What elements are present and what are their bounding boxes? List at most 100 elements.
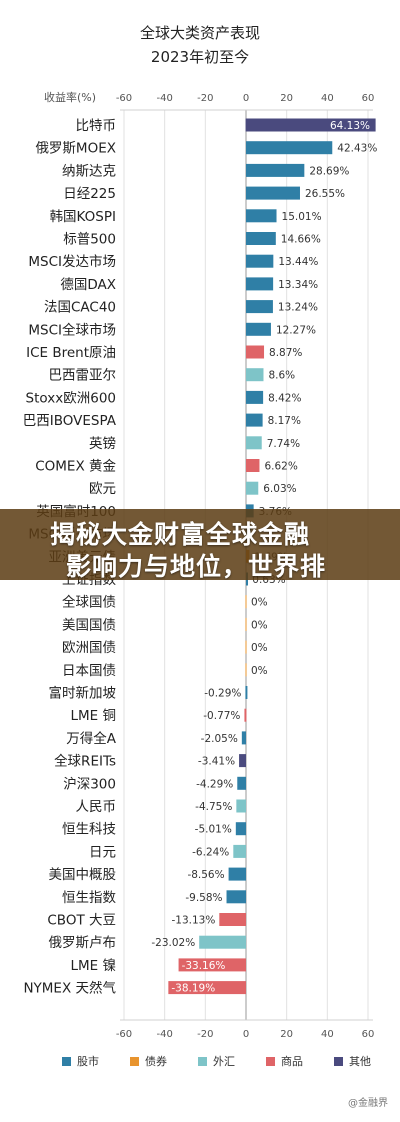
value-label: -13.13% xyxy=(171,915,215,927)
bar xyxy=(237,776,246,790)
headline-banner: 揭秘大金财富全球金融 影响力与地位，世界排 xyxy=(0,509,400,580)
value-label: 0% xyxy=(251,642,268,654)
bars: 比特币 64.13% 俄罗斯MOEX 42.43% 纳斯达克 28.69% 日经225 26.… xyxy=(23,118,378,997)
bar xyxy=(244,708,247,722)
bar xyxy=(246,254,274,268)
bottom-axis-ticks: -60 -40 -20 0 20 40 60 xyxy=(116,1029,375,1040)
legend-label: 外汇 xyxy=(213,1055,235,1068)
value-label: -23.02% xyxy=(151,937,195,949)
bar-row: CBOT 大豆 -13.13% xyxy=(47,913,246,929)
value-label: 8.6% xyxy=(268,370,295,382)
category-label: 恒生科技 xyxy=(62,822,116,838)
bar-row: LME 铜 -0.77% xyxy=(71,708,247,724)
legend-item: 其他 xyxy=(334,1055,371,1068)
bar-row: 标普500 14.66% xyxy=(63,232,321,248)
value-label: 28.69% xyxy=(309,165,349,177)
bar-row: 德国DAX 13.34% xyxy=(60,277,318,293)
bar xyxy=(178,958,246,972)
value-label: 6.62% xyxy=(264,461,297,473)
legend-swatch xyxy=(198,1057,207,1066)
top-axis-ticks: -60 -40 -20 0 20 40 60 xyxy=(116,93,375,104)
legend-item: 商品 xyxy=(266,1054,303,1068)
category-label: CBOT 大豆 xyxy=(47,913,116,929)
value-label: 14.66% xyxy=(281,234,321,246)
category-label: 万得全A xyxy=(66,730,116,747)
value-label: -2.05% xyxy=(201,733,238,745)
value-label: 8.17% xyxy=(268,415,301,427)
legend: 股市 债券 外汇 商品 其他 xyxy=(62,1054,371,1068)
bar xyxy=(245,663,247,677)
chart-title: 全球大类资产表现 xyxy=(140,24,260,42)
bar xyxy=(246,459,260,472)
top-tick-label: 0 xyxy=(243,93,249,104)
bar xyxy=(246,163,305,177)
value-label: 26.55% xyxy=(305,188,345,200)
bar-row: 人民币 -4.75% xyxy=(76,799,246,815)
bar-row: 韩国KOSPI 15.01% xyxy=(50,209,322,225)
bar xyxy=(228,867,246,881)
category-label: MSCI全球市场 xyxy=(28,321,116,338)
bar-row: Stoxx欧洲600 8.42% xyxy=(26,390,302,406)
category-label: Stoxx欧洲600 xyxy=(26,390,116,406)
bar xyxy=(246,232,276,245)
value-label: -0.29% xyxy=(204,688,241,700)
value-label: -3.41% xyxy=(198,756,235,768)
category-label: 欧元 xyxy=(89,481,116,497)
legend-label: 股市 xyxy=(77,1054,99,1068)
bar-row: 恒生指数 -9.58% xyxy=(62,890,246,906)
bottom-tick-label: -40 xyxy=(156,1029,172,1040)
watermark: @金融界 xyxy=(348,1096,388,1109)
bar xyxy=(246,390,264,404)
legend-swatch xyxy=(334,1057,343,1066)
bar-row: 日本国债 0% xyxy=(62,663,268,679)
value-label: 13.24% xyxy=(278,302,318,314)
bar xyxy=(226,890,246,904)
bar-row: 巴西雷亚尔 8.6% xyxy=(49,368,296,384)
bar-row: 万得全A -2.05% xyxy=(66,730,246,747)
bar xyxy=(246,300,273,314)
value-label: -4.75% xyxy=(195,801,232,813)
bar xyxy=(246,481,259,495)
bar-row: 英镑 7.74% xyxy=(89,435,300,452)
legend-swatch xyxy=(266,1057,275,1066)
legend-label: 其他 xyxy=(349,1055,371,1068)
legend-item: 债券 xyxy=(130,1054,167,1068)
bar-row: 法国CAC40 13.24% xyxy=(44,300,318,316)
category-label: COMEX 黄金 xyxy=(35,459,116,475)
value-label: 0% xyxy=(251,619,268,631)
value-label: -5.01% xyxy=(195,824,232,836)
category-label: 人民币 xyxy=(76,799,117,815)
top-tick-label: -20 xyxy=(197,93,213,104)
category-label: ICE Brent原油 xyxy=(26,345,116,361)
bar xyxy=(245,640,247,654)
category-label: 沪深300 xyxy=(63,776,116,792)
value-label: 0% xyxy=(251,597,268,609)
bar-row: 全球国债 0% xyxy=(62,594,268,611)
bar xyxy=(219,913,246,926)
category-label: 欧洲国债 xyxy=(62,640,116,656)
bar-row: 全球REITs -3.41% xyxy=(54,753,246,770)
value-label: 8.42% xyxy=(268,392,301,404)
bar xyxy=(246,322,271,336)
bottom-tick-label: 0 xyxy=(243,1029,249,1040)
value-label: -6.24% xyxy=(192,846,229,858)
category-label: 恒生指数 xyxy=(62,890,116,906)
bottom-tick-label: -60 xyxy=(116,1029,132,1040)
bar xyxy=(246,141,333,155)
bar xyxy=(245,617,247,631)
axis-header: 收益率(%) xyxy=(44,90,96,104)
category-label: 日元 xyxy=(89,844,116,860)
bottom-tick-label: 20 xyxy=(280,1029,293,1040)
bar-row: NYMEX 天然气 -38.19% xyxy=(23,980,246,997)
category-label: 美国国债 xyxy=(62,617,116,633)
value-label: 12.27% xyxy=(276,324,316,336)
value-label: -33.16% xyxy=(182,960,226,972)
category-label: 美国中概股 xyxy=(49,867,117,883)
bar xyxy=(241,731,246,745)
top-tick-label: -40 xyxy=(156,93,172,104)
category-label: 英镑 xyxy=(89,435,116,452)
category-label: LME 铜 xyxy=(71,708,117,724)
bar xyxy=(246,209,277,223)
value-label: 0% xyxy=(251,665,268,677)
bar-row: MSCI发达市场 13.44% xyxy=(28,253,318,270)
